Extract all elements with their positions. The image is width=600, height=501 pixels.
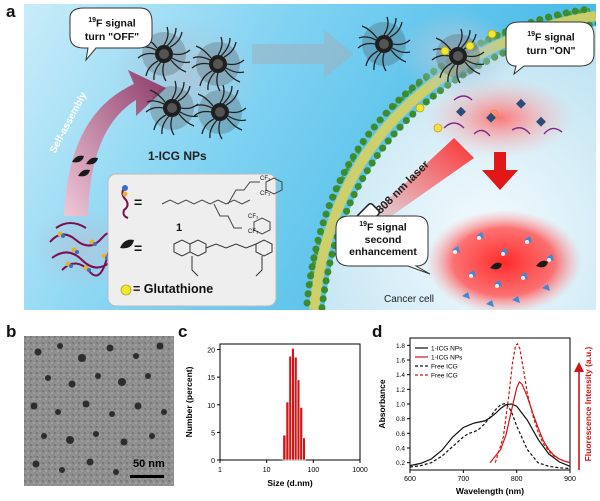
spectra-chart: 0.2 0.4 0.6 0.8 1.0 1.2 1.4 1.6 1.8 600 700 800 900 1…: [377, 337, 593, 496]
x-axis-label: Size (d.nm): [267, 478, 313, 488]
y-tick-label: 0.2: [396, 460, 405, 467]
y-tick-label: 0.8: [396, 416, 405, 423]
x-tick-label: 10: [263, 467, 271, 474]
nps-label: 1-ICG NPs: [148, 149, 207, 163]
y-tick-label: 20: [207, 348, 215, 355]
bubble-off-text: 19F signal turn "OFF": [84, 17, 140, 43]
y2-axis-label: Fluorescence Intensity (a.u.): [583, 346, 593, 461]
y-tick-label: 1.0: [396, 402, 405, 409]
histogram-bar: [285, 401, 290, 461]
x-tick-label: 600: [404, 476, 416, 483]
legend-label: 1-ICG NPs: [431, 346, 463, 353]
compound-1-structure: [121, 181, 260, 229]
y-axis-label: Absorbance: [377, 379, 387, 428]
compound-number: 1: [176, 222, 183, 234]
y-tick-label: 1.6: [396, 358, 405, 365]
series-line-3: [409, 402, 571, 470]
glutathione-legend-icon: [120, 284, 132, 296]
histogram-bar: [296, 379, 301, 461]
series-line-4: [494, 343, 571, 464]
y-tick-label: 0.6: [396, 431, 405, 438]
bubble-on: [505, 21, 595, 76]
size-distribution-chart: 0 5 10 15 20 1 10 100 1000 Size (d.nm) Number (per…: [184, 343, 368, 488]
histogram-bar: [291, 348, 295, 461]
glutathione-label: = Glutathione: [133, 282, 214, 296]
y-tick-label: 0: [211, 458, 215, 465]
y-tick-label: 15: [207, 375, 215, 382]
cancer-cell-label: Cancer cell: [384, 294, 435, 305]
cf3-label-2: CF₃: [260, 191, 271, 197]
x-tick-label: 700: [457, 476, 469, 483]
micelle-cluster: [49, 222, 117, 277]
scale-bar-label: 50 nm: [133, 458, 165, 470]
cf3-label-4: CF₃: [248, 229, 259, 235]
bubble-off: [69, 7, 153, 62]
panel-a-label: a: [6, 2, 16, 21]
bubble-enhancement-text: 19F signal second enhancement: [349, 221, 417, 258]
self-assembly-arrow: [64, 70, 166, 216]
x-tick-label: 1000: [352, 467, 368, 474]
legend-box: [107, 173, 277, 307]
series-line-2: [489, 381, 571, 464]
icg-structure: [173, 239, 273, 277]
x-tick-label: 800: [511, 476, 523, 483]
histogram-bar: [294, 356, 298, 461]
panel-b-label: b: [6, 322, 17, 341]
bubble-on-text: 19F signal turn "ON": [526, 31, 576, 57]
scale-bar: [130, 475, 164, 478]
red-arrow: [482, 152, 518, 190]
legend-label: Free ICG: [431, 364, 458, 371]
y-tick-label: 5: [211, 430, 215, 437]
histogram-bar: [288, 355, 292, 461]
x-axis-label: Wavelength (nm): [456, 486, 524, 496]
y-tick-label: 10: [207, 403, 215, 410]
y-tick-label: 1.4: [396, 372, 405, 379]
legend-label: Free ICG: [431, 373, 458, 380]
histogram-bar: [282, 434, 287, 461]
icg-molecule-icon: [72, 155, 98, 177]
x-tick-label: 1: [218, 467, 222, 474]
x-tick-label: 900: [564, 476, 576, 483]
x-tick-label: 100: [307, 467, 319, 474]
legend-eq-2: =: [134, 240, 143, 256]
cf3-label-3: CF₃: [248, 214, 259, 220]
y-tick-label: 0.4: [396, 446, 405, 453]
y-tick-label: 1.2: [396, 387, 405, 394]
y-axis-label: Number (percent): [184, 366, 194, 437]
cf3-label-1: CF₃: [260, 176, 271, 182]
laser-beam: [370, 138, 474, 224]
y-tick-label: 1.8: [396, 343, 405, 350]
icg-legend-icon: [120, 239, 134, 249]
panel-c-label: c: [178, 322, 188, 341]
panel-d-label: d: [372, 322, 383, 341]
series-line-1: [409, 403, 571, 467]
tem-particles: [30, 342, 167, 475]
legend-eq-1: =: [134, 194, 143, 210]
histogram-bar: [302, 437, 306, 461]
y2-axis-arrowhead: [574, 362, 584, 372]
legend-label: 1-ICG NPs: [431, 355, 463, 362]
histogram-bar: [299, 407, 303, 461]
uptake-arrow: [252, 30, 354, 78]
panel-a-illustration: [24, 4, 596, 310]
tem-image: [24, 336, 174, 486]
bubble-enhancement: [335, 215, 431, 275]
